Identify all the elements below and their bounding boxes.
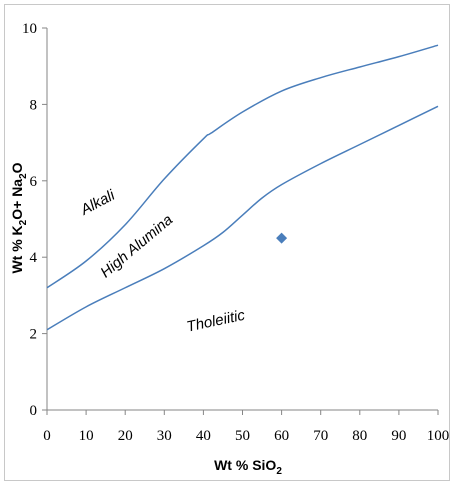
region-label: Alkali	[77, 187, 118, 220]
x-tick-label: 80	[352, 428, 367, 444]
region-label: High Alumina	[97, 211, 176, 281]
y-tick-label: 4	[30, 250, 38, 266]
boundary-line-1	[46, 44, 439, 289]
x-tick-label: 50	[235, 428, 250, 444]
y-tick-label: 0	[30, 403, 38, 419]
x-tick-label: 20	[118, 428, 133, 444]
y-tick-label: 2	[30, 327, 38, 343]
y-axis: 0 2 4 6 8 10	[22, 21, 48, 419]
boundary-line-2	[46, 105, 439, 331]
x-tick-label: 60	[274, 428, 289, 444]
x-tick-label: 10	[79, 428, 94, 444]
x-tick-label: 30	[157, 428, 172, 444]
x-axis-title-main: Wt % SiO	[214, 457, 276, 473]
y-tick-label: 8	[30, 97, 38, 113]
x-tick-label: 40	[196, 428, 211, 444]
x-axis-title-sub: 2	[276, 466, 282, 477]
y-tick-label: 6	[30, 174, 38, 190]
y-axis-title-part-3: O	[9, 162, 25, 173]
y-axis-title-part-1: Wt % K	[9, 225, 25, 273]
y-tick-label: 10	[22, 21, 37, 37]
x-axis: 0 10 20 30 40 50 60 70 80 90 100	[43, 409, 450, 444]
y-axis-title-sub-1: 2	[18, 219, 29, 225]
x-tick-label: 100	[427, 428, 450, 444]
series-layer	[46, 44, 439, 331]
points-layer	[276, 232, 288, 244]
x-tick-label: 90	[391, 428, 406, 444]
x-tick-label: 70	[313, 428, 328, 444]
y-axis-title-part-2: O+ Na	[9, 179, 25, 220]
sample-point-marker	[276, 232, 288, 244]
y-axis-title-sub-2: 2	[18, 173, 29, 179]
x-axis-title: Wt % SiO2	[214, 457, 282, 477]
region-label: Tholeiitic	[185, 307, 247, 336]
chart-frame	[4, 4, 450, 481]
y-axis-title: Wt % K2O+ Na2O	[9, 162, 29, 273]
x-tick-label: 0	[43, 428, 51, 444]
